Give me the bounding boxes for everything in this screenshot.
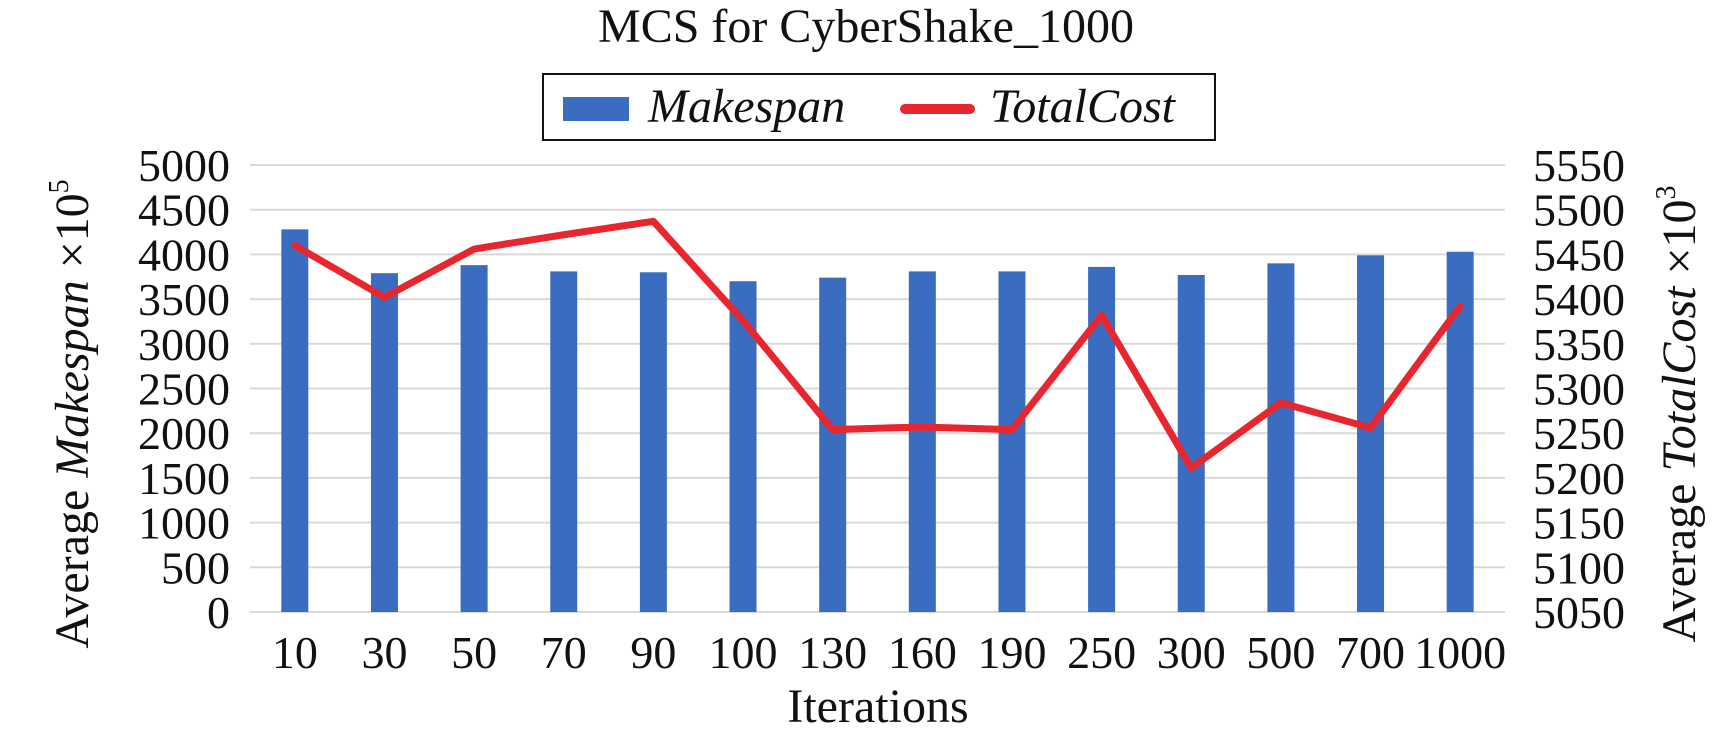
point-totalcost-50	[471, 246, 477, 252]
x-tick-label: 30	[361, 627, 407, 678]
x-tick-label: 100	[709, 627, 778, 678]
x-tick-label: 90	[630, 627, 676, 678]
x-tick-label: 70	[541, 627, 587, 678]
x-tick-label: 1000	[1414, 627, 1506, 678]
bar-makespan-90	[639, 272, 667, 612]
chart-title: MCS for CyberShake_1000	[598, 0, 1134, 53]
right-axis-label-suffix: ×10	[1653, 199, 1706, 286]
point-totalcost-130	[830, 427, 836, 433]
legend-swatch-makespan	[563, 97, 629, 121]
left-tick-label: 500	[161, 542, 230, 593]
point-totalcost-160	[919, 424, 925, 430]
gridlines	[250, 164, 1505, 613]
left-tick-label: 1500	[138, 453, 230, 504]
left-tick-label: 4500	[138, 185, 230, 236]
point-totalcost-500	[1278, 400, 1284, 406]
x-tick-label: 190	[977, 627, 1046, 678]
bar-makespan-700	[1357, 255, 1385, 612]
bar-makespan-130	[819, 277, 847, 612]
left-axis-label-suffix: ×10	[46, 193, 99, 280]
right-tick-label: 5350	[1533, 319, 1625, 370]
left-axis-label-italic: Makespan	[46, 280, 99, 478]
bar-makespan-50	[460, 265, 488, 612]
x-tick-label: 300	[1157, 627, 1226, 678]
totalcost-series-line	[291, 217, 1464, 472]
x-axis-ticks: 10 30 50 70 90 100 130 160 190 250 300 500 700 1000	[272, 627, 1506, 678]
point-totalcost-1000	[1457, 303, 1463, 309]
right-tick-label: 5450	[1533, 229, 1625, 280]
left-tick-label: 2000	[138, 408, 230, 459]
right-tick-label: 5500	[1533, 185, 1625, 236]
left-tick-label: 5000	[138, 140, 230, 191]
legend-label-makespan: Makespan	[647, 80, 845, 133]
right-tick-label: 5550	[1533, 140, 1625, 191]
x-tick-label: 500	[1246, 627, 1315, 678]
legend: Makespan TotalCost	[542, 73, 1216, 141]
totalcost-line	[291, 217, 1464, 472]
bar-makespan-30	[370, 273, 398, 612]
point-totalcost-100	[740, 318, 746, 324]
left-tick-label: 0	[207, 587, 230, 638]
x-axis-label: Iterations	[787, 680, 968, 733]
right-tick-label: 5250	[1533, 408, 1625, 459]
left-tick-label: 3000	[138, 319, 230, 370]
bar-makespan-190	[998, 271, 1026, 612]
x-tick-label: 160	[888, 627, 957, 678]
point-totalcost-190	[1009, 427, 1015, 433]
x-tick-label: 50	[451, 627, 497, 678]
makespan-bars	[281, 229, 1474, 613]
right-tick-label: 5100	[1533, 542, 1625, 593]
right-axis-label: Average TotalCost ×103	[1651, 185, 1706, 642]
point-totalcost-90	[650, 218, 656, 224]
point-totalcost-30	[381, 294, 387, 300]
point-totalcost-300	[1188, 465, 1194, 471]
bar-makespan-500	[1267, 263, 1295, 612]
point-totalcost-250	[1099, 312, 1105, 318]
left-tick-label: 1000	[138, 498, 230, 549]
point-totalcost-70	[561, 232, 567, 238]
right-axis-label-italic: TotalCost	[1653, 285, 1706, 472]
left-tick-label: 2500	[138, 364, 230, 415]
left-axis-label-prefix: Average	[46, 478, 99, 649]
right-axis-ticks: 5050510051505200525053005350540054505500…	[1533, 140, 1625, 638]
x-tick-label: 130	[798, 627, 867, 678]
left-tick-label: 3500	[138, 274, 230, 325]
x-tick-label: 250	[1067, 627, 1136, 678]
x-tick-label: 10	[272, 627, 318, 678]
legend-label-totalcost: TotalCost	[990, 80, 1177, 133]
legend-box	[542, 73, 1216, 141]
left-axis-label-sup: 5	[44, 179, 75, 193]
point-totalcost-700	[1368, 425, 1374, 431]
right-tick-label: 5200	[1533, 453, 1625, 504]
right-tick-label: 5300	[1533, 364, 1625, 415]
right-tick-label: 5050	[1533, 587, 1625, 638]
bar-makespan-70	[550, 271, 578, 612]
right-axis-label-prefix: Average	[1653, 472, 1706, 643]
point-totalcost-10	[292, 242, 298, 248]
left-axis-label: Average Makespan ×105	[44, 179, 99, 648]
right-tick-label: 5150	[1533, 498, 1625, 549]
right-tick-label: 5400	[1533, 274, 1625, 325]
right-axis-label-sup: 3	[1651, 185, 1682, 199]
bar-makespan-300	[1177, 274, 1205, 612]
x-tick-label: 700	[1336, 627, 1405, 678]
bar-makespan-10	[281, 229, 309, 613]
bar-makespan-160	[908, 271, 936, 612]
left-tick-label: 4000	[138, 229, 230, 280]
